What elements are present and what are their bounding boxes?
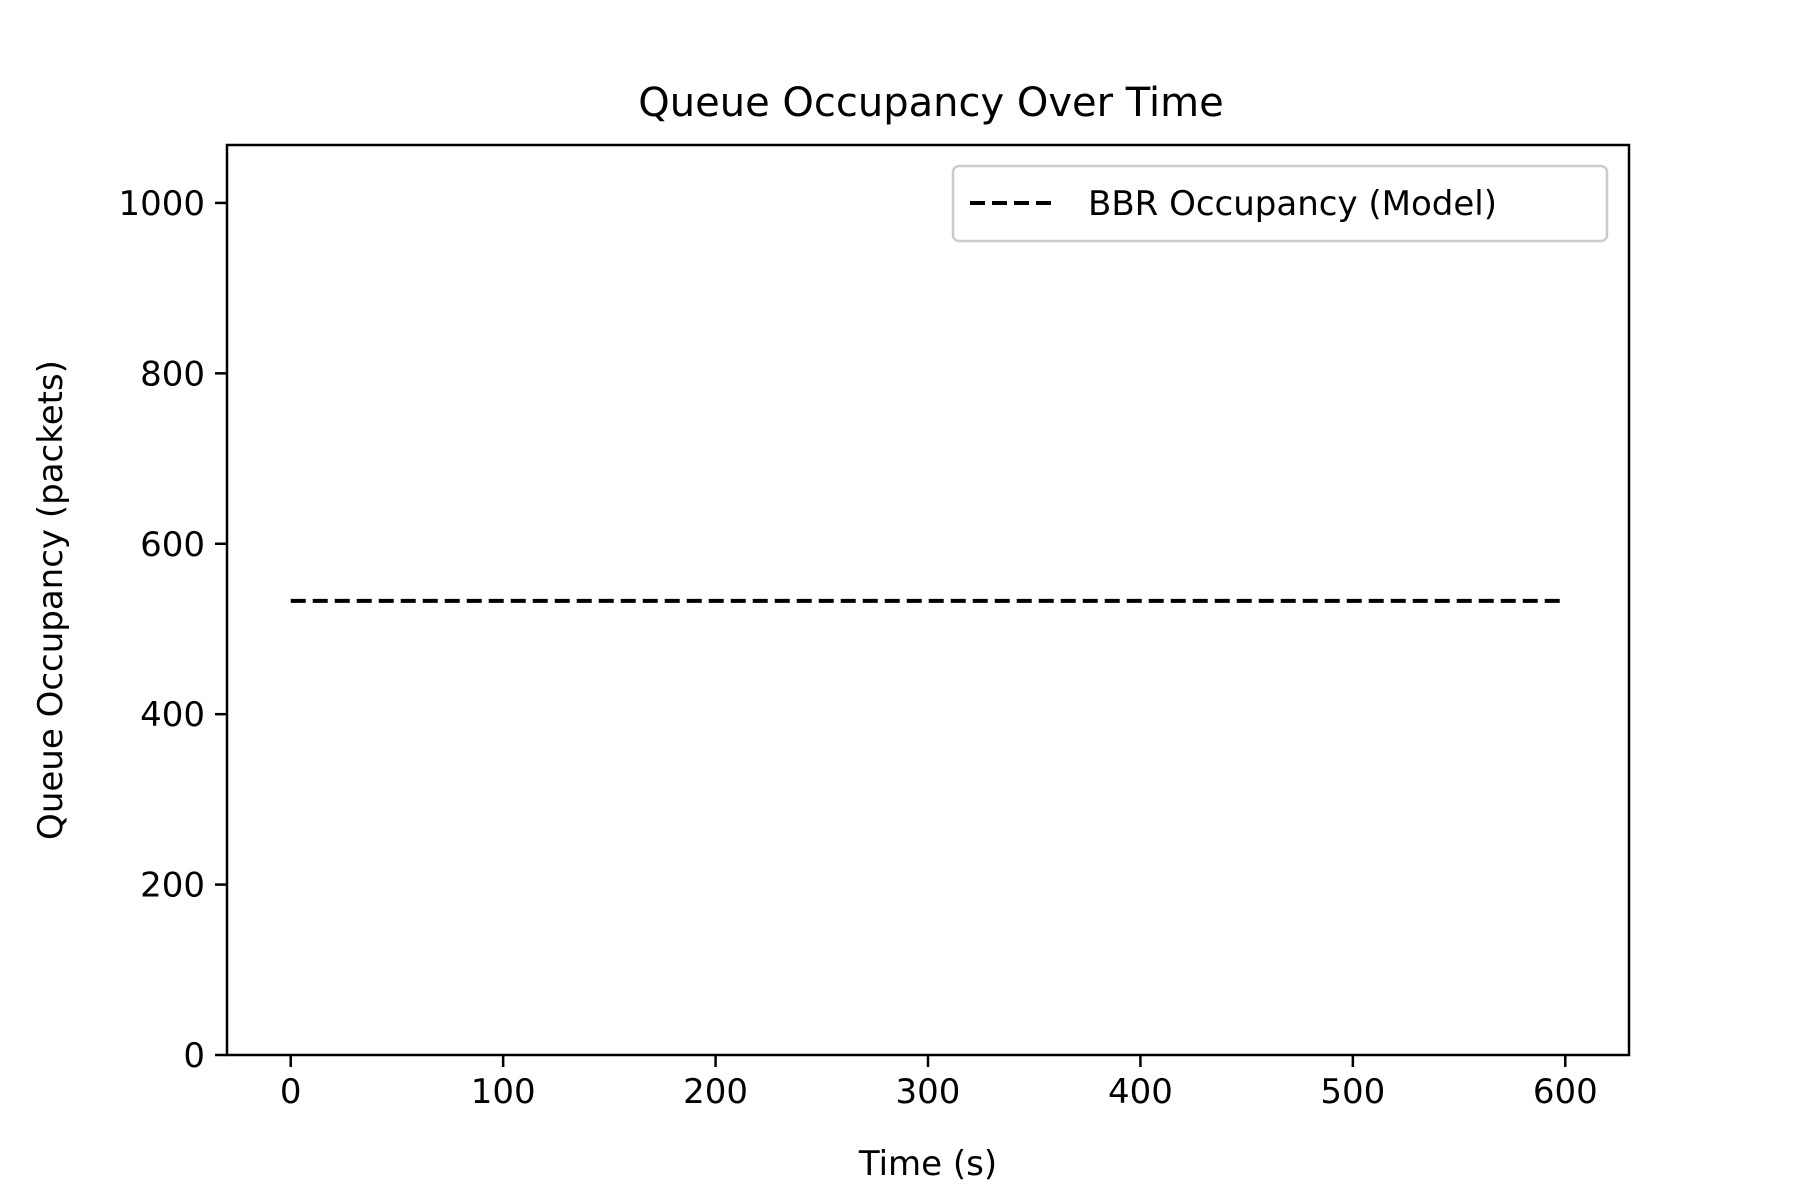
x-tick-label: 400: [1108, 1072, 1173, 1112]
plot-frame: [225, 143, 1631, 1057]
x-tick-label: 600: [1533, 1072, 1598, 1112]
legend: BBR Occupancy (Model): [951, 164, 1609, 243]
y-axis-label: Queue Occupancy (packets): [31, 360, 71, 840]
x-tick-label: 500: [1320, 1072, 1385, 1112]
x-tick-label: 100: [471, 1072, 536, 1112]
y-tick-label: 200: [140, 866, 205, 906]
x-tick-label: 0: [280, 1072, 302, 1112]
x-tick-label: 300: [896, 1072, 961, 1112]
y-tick-label: 800: [140, 354, 205, 394]
y-tick-label: 0: [183, 1036, 205, 1076]
y-tick-label: 600: [140, 525, 205, 565]
x-axis-label: Time (s): [858, 1144, 997, 1184]
legend-box: [951, 164, 1609, 243]
y-tick-label: 1000: [118, 184, 205, 224]
legend-label: BBR Occupancy (Model): [1088, 184, 1497, 224]
x-tick-label: 200: [683, 1072, 748, 1112]
y-axis-ticks: 0 200 400 600 800 1000: [118, 184, 227, 1076]
y-tick-label: 400: [140, 695, 205, 735]
chart-title: Queue Occupancy Over Time: [638, 80, 1223, 126]
x-axis-ticks: 0 100 200 300 400 500 600: [280, 1055, 1598, 1112]
